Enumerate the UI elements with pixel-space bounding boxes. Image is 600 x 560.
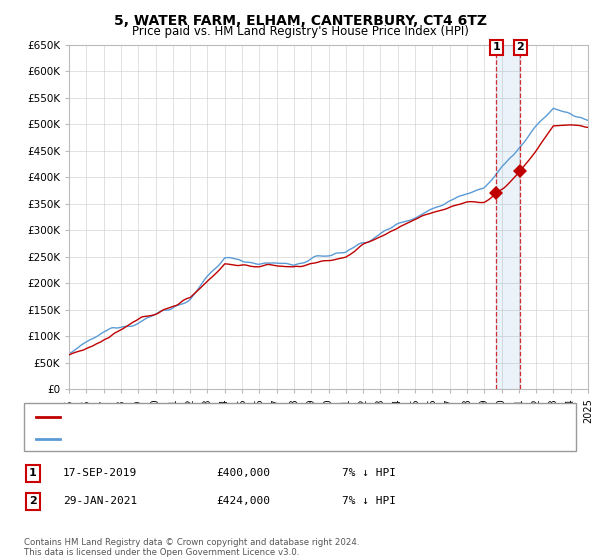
Text: 17-SEP-2019: 17-SEP-2019 bbox=[63, 468, 137, 478]
Bar bbox=[496, 45, 520, 389]
Text: Price paid vs. HM Land Registry's House Price Index (HPI): Price paid vs. HM Land Registry's House … bbox=[131, 25, 469, 38]
Text: 5, WATER FARM, ELHAM, CANTERBURY, CT4 6TZ (detached house): 5, WATER FARM, ELHAM, CANTERBURY, CT4 6T… bbox=[69, 413, 413, 422]
Text: 7% ↓ HPI: 7% ↓ HPI bbox=[342, 468, 396, 478]
Text: 1: 1 bbox=[493, 43, 500, 53]
Text: 2: 2 bbox=[517, 43, 524, 53]
Text: 29-JAN-2021: 29-JAN-2021 bbox=[63, 496, 137, 506]
Text: 2: 2 bbox=[29, 496, 37, 506]
Text: 7% ↓ HPI: 7% ↓ HPI bbox=[342, 496, 396, 506]
Text: HPI: Average price, detached house, Folkestone and Hythe: HPI: Average price, detached house, Folk… bbox=[69, 434, 375, 444]
Text: Contains HM Land Registry data © Crown copyright and database right 2024.
This d: Contains HM Land Registry data © Crown c… bbox=[24, 538, 359, 557]
Text: 5, WATER FARM, ELHAM, CANTERBURY, CT4 6TZ: 5, WATER FARM, ELHAM, CANTERBURY, CT4 6T… bbox=[113, 14, 487, 28]
Text: £400,000: £400,000 bbox=[216, 468, 270, 478]
Text: £424,000: £424,000 bbox=[216, 496, 270, 506]
Text: 1: 1 bbox=[29, 468, 37, 478]
